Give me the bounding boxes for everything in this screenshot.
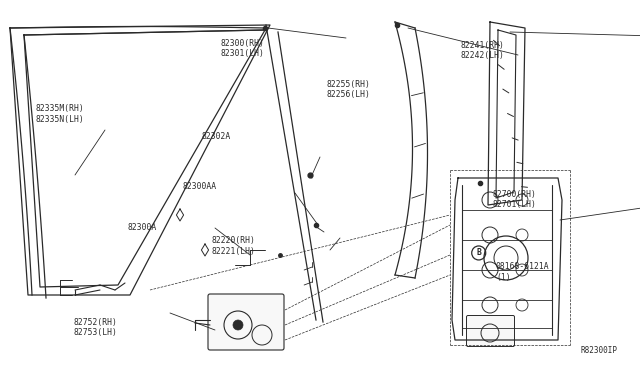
Text: 82300A: 82300A: [128, 223, 157, 232]
Text: 08168-6121A
(1): 08168-6121A (1): [496, 262, 550, 282]
Circle shape: [233, 320, 243, 330]
Text: 82255(RH)
82256(LH): 82255(RH) 82256(LH): [326, 80, 371, 99]
Text: 82335M(RH)
82335N(LH): 82335M(RH) 82335N(LH): [35, 104, 84, 124]
FancyBboxPatch shape: [208, 294, 284, 350]
Text: R82300IP: R82300IP: [580, 346, 618, 355]
Text: 82300(RH)
82301(LH): 82300(RH) 82301(LH): [221, 39, 265, 58]
Text: 82302A: 82302A: [202, 132, 231, 141]
FancyBboxPatch shape: [467, 315, 515, 346]
Text: 82300AA: 82300AA: [182, 182, 216, 191]
Text: B: B: [476, 248, 481, 257]
Text: 82220(RH)
82221(LH): 82220(RH) 82221(LH): [211, 236, 255, 256]
Text: 82700(RH)
82701(LH): 82700(RH) 82701(LH): [493, 190, 537, 209]
Text: 82241(RH)
82242(LH): 82241(RH) 82242(LH): [461, 41, 505, 60]
Text: 82752(RH)
82753(LH): 82752(RH) 82753(LH): [74, 318, 118, 337]
